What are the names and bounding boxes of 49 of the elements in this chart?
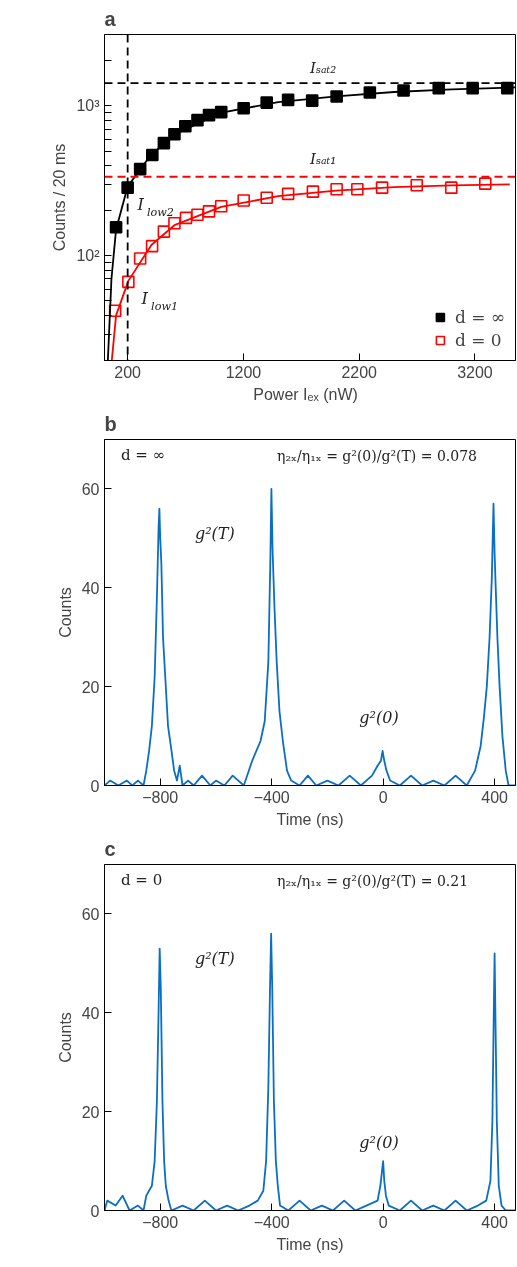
legend-label: d = ∞	[454, 307, 505, 327]
point	[260, 96, 273, 109]
annotation: g²(0)	[359, 1132, 399, 1152]
y-axis-title: Counts / 20 ms	[51, 143, 69, 252]
x-tick-label: 400	[481, 1213, 509, 1231]
x-axis-title: Power Iₑₓ (nW)	[253, 385, 358, 403]
x-tick-label: 1200	[225, 363, 262, 381]
x-axis-title: Time (ns)	[276, 810, 344, 828]
annotation: Iₛₐₜ₂	[309, 58, 337, 77]
y-tick-label: 0	[90, 1202, 100, 1220]
annotation: d = 0	[120, 870, 163, 889]
y-tick-label: 40	[81, 1004, 100, 1022]
legend-label: d = 0	[454, 330, 502, 350]
chart-title: a	[104, 7, 117, 30]
x-tick-label: 400	[481, 788, 509, 806]
annotation: g²(T)	[194, 949, 235, 969]
annotation: Iₛₐₜ₁	[309, 150, 337, 169]
y-tick-label: 10²	[76, 247, 101, 265]
y-tick-label: 60	[81, 480, 100, 498]
annotation: Ilow1	[140, 289, 179, 314]
x-tick-label: −400	[253, 788, 290, 806]
y-tick-label: 20	[81, 678, 100, 696]
annotation: Ilow2	[136, 194, 174, 219]
x-tick-label: 200	[114, 363, 142, 381]
annotation: g²(T)	[194, 524, 235, 544]
y-tick-label: 0	[90, 777, 100, 795]
x-tick-label: 3200	[457, 363, 493, 381]
point	[397, 84, 410, 97]
point	[330, 90, 343, 103]
annotation: d = ∞	[120, 445, 166, 464]
x-tick-label: −800	[142, 1213, 179, 1231]
x-tick-label: −400	[253, 1213, 290, 1231]
y-tick-label: 40	[81, 579, 100, 597]
annotation: η₂ₓ/η₁ₓ = g²(0)/g²(T) = 0.21	[277, 872, 469, 889]
annotation: g²(0)	[359, 707, 399, 727]
y-tick-label: 10³	[76, 97, 101, 115]
x-tick-label: 2200	[341, 363, 378, 381]
x-tick-label: 0	[378, 1213, 388, 1231]
y-tick-label: 20	[81, 1103, 100, 1121]
chart-title: c	[104, 837, 116, 860]
x-tick-label: −800	[142, 788, 179, 806]
x-axis-title: Time (ns)	[276, 1235, 344, 1253]
y-axis-title: Counts	[56, 587, 74, 638]
chart-title: b	[104, 412, 117, 435]
y-tick-label: 60	[81, 905, 100, 923]
point	[237, 102, 250, 115]
x-tick-label: 0	[378, 788, 388, 806]
annotation: η₂ₓ/η₁ₓ = g²(0)/g²(T) = 0.078	[277, 447, 478, 464]
y-axis-title: Counts	[56, 1012, 74, 1063]
